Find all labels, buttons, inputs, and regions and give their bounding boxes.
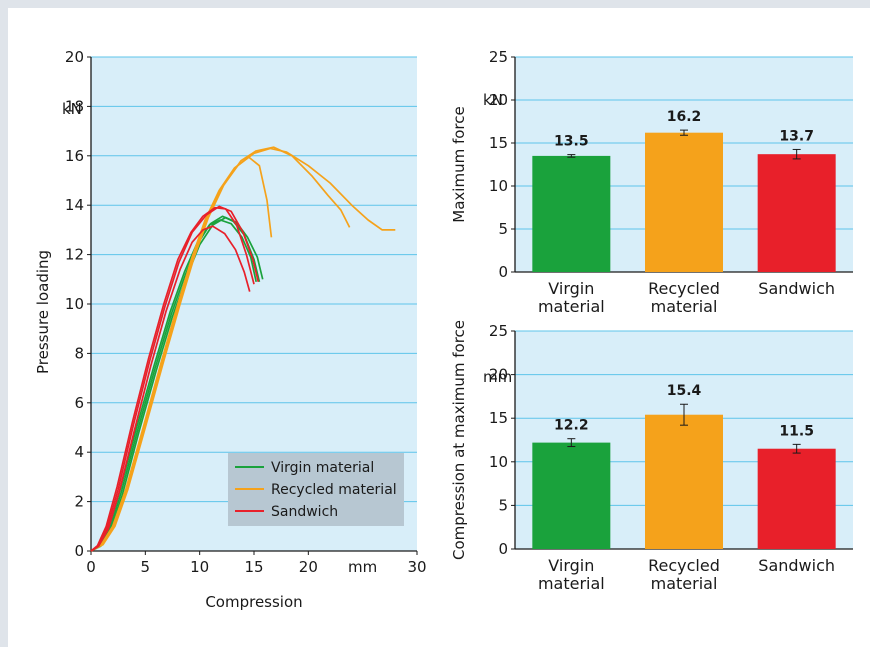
x-tick-label: 30 xyxy=(407,558,426,576)
y-tick-label: 20 xyxy=(489,366,508,384)
y-axis-title: Compression at maximum force xyxy=(450,320,468,560)
x-tick-label: 15 xyxy=(244,558,263,576)
y-tick-label: 4 xyxy=(74,443,84,461)
category-label: Virgin xyxy=(548,556,594,575)
series-line-sandwich xyxy=(90,205,260,552)
y-unit-label: mm xyxy=(483,368,512,386)
series-line-virgin-material xyxy=(90,215,261,552)
data-label: 12.2 xyxy=(554,418,589,434)
bar xyxy=(532,155,611,272)
data-label: 13.7 xyxy=(779,128,814,144)
data-label: 15.4 xyxy=(667,383,702,399)
series-line-sandwich xyxy=(90,225,251,552)
y-tick-label: 14 xyxy=(65,196,84,214)
data-label: 11.5 xyxy=(779,423,814,439)
y-tick-label: 20 xyxy=(489,91,508,109)
category-label: Recycled xyxy=(648,556,720,575)
legend-label: Sandwich xyxy=(271,504,338,520)
y-tick-label: 6 xyxy=(74,394,84,412)
category-label: material xyxy=(651,297,718,316)
category-label: Sandwich xyxy=(758,556,835,575)
y-tick-label: 15 xyxy=(489,134,508,152)
y-tick-label: 8 xyxy=(74,344,84,362)
y-tick-label: 12 xyxy=(65,246,84,264)
bar xyxy=(645,132,723,272)
y-tick-label: 16 xyxy=(65,147,84,165)
y-tick-label: 0 xyxy=(498,540,508,558)
bar xyxy=(532,442,611,549)
category-label: material xyxy=(538,574,605,593)
legend-label: Recycled material xyxy=(271,482,397,498)
data-label: 13.5 xyxy=(554,134,589,150)
category-label: material xyxy=(651,574,718,593)
compression-bar-chart: 0 5 10 15 20 25 mm Compression at maximum force… xyxy=(450,320,853,593)
x-unit-label: mm xyxy=(348,558,377,576)
y-unit-label: kN xyxy=(483,91,503,109)
category-label: Sandwich xyxy=(758,279,835,298)
x-tick-label: 0 xyxy=(86,558,96,576)
y-tick-label: 25 xyxy=(489,322,508,340)
y-tick-label: 2 xyxy=(74,493,84,511)
y-tick-label: 5 xyxy=(498,496,508,514)
series-line-recycled-material xyxy=(90,156,273,552)
category-label: Recycled xyxy=(648,279,720,298)
bar xyxy=(645,414,723,549)
y-tick-label: 25 xyxy=(489,48,508,66)
series-line-sandwich xyxy=(90,206,255,552)
y-unit-label: kN xyxy=(62,100,82,118)
series-line-recycled-material xyxy=(90,146,351,552)
legend-label: Virgin material xyxy=(271,460,374,476)
line-chart: 0 2 4 6 8 10 12 14 16 18 20 kN 0 5 10 15 20 30 mm Compressi… xyxy=(34,48,427,611)
bar xyxy=(757,448,836,549)
y-tick-label: 5 xyxy=(498,220,508,238)
x-axis-title: Compression xyxy=(205,593,302,611)
x-tick-label: 5 xyxy=(141,558,151,576)
y-axis-title: Maximum force xyxy=(450,106,468,222)
y-tick-label: 10 xyxy=(65,295,84,313)
y-tick-label: 10 xyxy=(489,177,508,195)
bar xyxy=(757,154,836,272)
y-tick-label: 0 xyxy=(74,542,84,560)
category-label: Virgin xyxy=(548,279,594,298)
data-label: 16.2 xyxy=(667,109,702,125)
y-tick-label: 0 xyxy=(498,263,508,281)
x-tick-label: 20 xyxy=(299,558,318,576)
y-tick-label: 20 xyxy=(65,48,84,66)
x-tick-label: 10 xyxy=(190,558,209,576)
y-tick-label: 15 xyxy=(489,409,508,427)
y-axis-title: Pressure loading xyxy=(34,250,52,374)
category-label: material xyxy=(538,297,605,316)
y-tick-label: 18 xyxy=(65,97,84,115)
y-tick-label: 10 xyxy=(489,453,508,471)
legend: Virgin material Recycled material Sandwich xyxy=(228,453,404,526)
